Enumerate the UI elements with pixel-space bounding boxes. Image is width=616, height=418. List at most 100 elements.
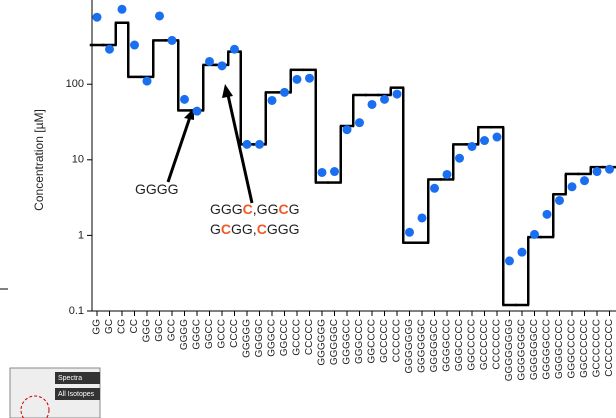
x-tick-label: GGGGGGCC bbox=[529, 319, 540, 380]
x-tick-label: GC bbox=[104, 319, 115, 334]
x-tick-label: CCCCCC bbox=[392, 319, 403, 362]
data-point bbox=[555, 196, 564, 205]
y-axis-label: Concentration [µM] bbox=[32, 109, 46, 211]
data-point bbox=[405, 228, 414, 237]
x-tick-label: GCCCCCC bbox=[479, 319, 490, 370]
data-point bbox=[318, 168, 327, 177]
data-point bbox=[380, 95, 389, 104]
x-tick-label: GG bbox=[92, 319, 103, 335]
data-point bbox=[343, 125, 352, 134]
data-point bbox=[480, 136, 489, 145]
data-point bbox=[105, 45, 114, 54]
data-point bbox=[93, 13, 102, 22]
x-tick-label: GGGGGGG bbox=[404, 319, 415, 374]
data-point bbox=[580, 176, 589, 185]
data-point bbox=[393, 90, 402, 99]
annotation-part: GG, bbox=[231, 221, 257, 237]
data-point bbox=[530, 230, 539, 239]
annotation: GGGC,GGCG bbox=[210, 201, 299, 217]
data-point bbox=[168, 36, 177, 45]
chart: Concentration [µM] 0.1110100GGGCCGCCGGGG… bbox=[0, 0, 616, 418]
x-tick-label: GGGC bbox=[192, 319, 203, 350]
x-tick-label: GGCCCCCC bbox=[579, 319, 590, 378]
annotation-part: C bbox=[221, 221, 231, 237]
data-point bbox=[268, 96, 277, 105]
x-tick-label: GGGGGCC bbox=[429, 319, 440, 372]
x-tick-label: GCCCCCCC bbox=[592, 319, 603, 377]
x-tick-label: GCCCC bbox=[292, 319, 303, 356]
x-tick-label: GGGGCC bbox=[342, 319, 353, 365]
inset-label: Spectra bbox=[58, 375, 82, 382]
x-tick-label: GGGCCC bbox=[354, 319, 365, 364]
data-point bbox=[243, 140, 252, 149]
x-tick-label: GCCC bbox=[217, 319, 228, 348]
annotation-part: GGG bbox=[267, 221, 300, 237]
x-tick-label: GCC bbox=[167, 319, 178, 341]
x-tick-label: GGGGGC bbox=[329, 319, 340, 365]
x-tick-label: GGGGCCC bbox=[442, 319, 453, 372]
x-tick-label: CC bbox=[129, 319, 140, 333]
data-point bbox=[205, 57, 214, 66]
annotation-part: G bbox=[289, 201, 300, 217]
data-point bbox=[543, 210, 552, 219]
x-tick-label: CCCCCCC bbox=[492, 319, 503, 370]
data-point bbox=[430, 184, 439, 193]
x-tick-label: GGGCCCCC bbox=[567, 319, 578, 378]
x-tick-label: GGGCC bbox=[267, 319, 278, 357]
annotation-part: C bbox=[278, 201, 288, 217]
x-tick-label: GGG bbox=[142, 319, 153, 343]
data-point bbox=[355, 118, 364, 127]
annotation-part: GGG bbox=[210, 201, 243, 217]
x-tick-label: GGGCCCC bbox=[454, 319, 465, 371]
data-point bbox=[230, 45, 239, 54]
annotation-part: GGGG bbox=[135, 181, 179, 197]
data-point bbox=[593, 167, 602, 176]
annotation: GGGG bbox=[135, 181, 179, 197]
data-point bbox=[193, 107, 202, 116]
x-tick-label: CCCC bbox=[229, 319, 240, 348]
inset-label: All Isotopes bbox=[58, 391, 95, 398]
x-tick-label: GGGG bbox=[179, 319, 190, 350]
data-point bbox=[330, 167, 339, 176]
x-tick-label: GCCCCC bbox=[379, 319, 390, 363]
data-point bbox=[218, 61, 227, 70]
data-point bbox=[180, 95, 189, 104]
data-point bbox=[505, 256, 514, 265]
y-tick-label: 10 bbox=[72, 154, 84, 166]
x-tick-label: GGGGGG bbox=[317, 319, 328, 366]
x-tick-label: GGCCC bbox=[279, 319, 290, 356]
x-tick-label: GGCC bbox=[204, 319, 215, 349]
x-tick-label: GGC bbox=[154, 319, 165, 342]
data-point bbox=[155, 11, 164, 20]
data-point bbox=[518, 248, 527, 257]
annotation-part: C bbox=[257, 221, 267, 237]
x-tick-label: GGCCCC bbox=[367, 319, 378, 363]
data-point bbox=[255, 140, 264, 149]
y-tick-label: 100 bbox=[66, 78, 84, 90]
annotation-part: G bbox=[210, 221, 221, 237]
data-point bbox=[368, 100, 377, 109]
x-tick-label: CG bbox=[117, 319, 128, 334]
x-tick-label: CCCCCCCC bbox=[604, 319, 615, 377]
x-tick-label: GGGGGCCC bbox=[542, 319, 553, 380]
annotation-part: C bbox=[243, 201, 253, 217]
data-point bbox=[293, 75, 302, 84]
data-point bbox=[455, 154, 464, 163]
arrow bbox=[168, 117, 190, 182]
annotation: GCGG,CGGG bbox=[210, 221, 299, 237]
x-tick-label: GGGGC bbox=[254, 319, 265, 357]
annotation-part: ,GG bbox=[253, 201, 279, 217]
data-point bbox=[493, 133, 502, 142]
data-point bbox=[418, 213, 427, 222]
x-tick-label: GGGGGGGC bbox=[517, 319, 528, 381]
y-tick-label: 1 bbox=[78, 229, 84, 241]
data-point bbox=[118, 5, 127, 14]
arrowhead bbox=[222, 84, 233, 98]
data-point bbox=[143, 77, 152, 86]
data-point bbox=[568, 182, 577, 191]
x-tick-label: GGCCCCC bbox=[467, 319, 478, 371]
data-point bbox=[280, 88, 289, 97]
x-tick-label: GGGGGGGG bbox=[504, 319, 515, 381]
x-tick-label: GGGGG bbox=[242, 319, 253, 358]
x-tick-label: GGGGCCCC bbox=[554, 319, 565, 379]
